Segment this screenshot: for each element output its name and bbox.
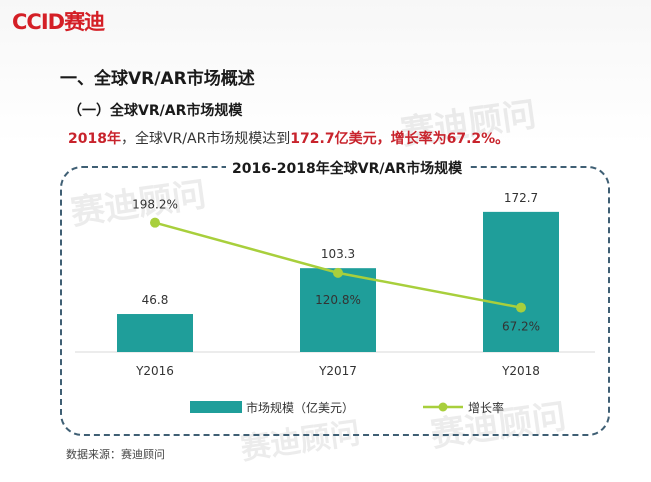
legend-bar-swatch bbox=[190, 401, 242, 413]
summary-year: 2018年 bbox=[68, 131, 121, 147]
page-heading: 一、全球VR/AR市场概述 bbox=[60, 69, 255, 89]
bar-value-label: 172.7 bbox=[504, 191, 538, 205]
bar-y2016 bbox=[117, 314, 193, 352]
summary-middle: ，全球VR/AR市场规模达到 bbox=[120, 131, 291, 147]
x-tick-label: Y2018 bbox=[501, 364, 540, 378]
legend-bar-label: 市场规模（亿美元） bbox=[246, 400, 354, 415]
summary-value: 172.7亿美元 bbox=[290, 131, 377, 147]
summary-growth: 增长率为67.2%。 bbox=[390, 131, 510, 147]
data-source: 数据来源：赛迪顾问 bbox=[66, 448, 165, 461]
growth-rate-label: 67.2% bbox=[502, 320, 540, 334]
growth-rate-point bbox=[150, 217, 160, 228]
summary-line: 2018年，全球VR/AR市场规模达到172.7亿美元，增长率为67.2%。 bbox=[68, 128, 509, 148]
chart-title: 2016-2018年全球VR/AR市场规模 bbox=[226, 158, 469, 178]
x-tick-label: Y2017 bbox=[318, 364, 357, 378]
legend-line-label: 增长率 bbox=[468, 400, 504, 415]
x-tick-label: Y2016 bbox=[135, 364, 174, 378]
bar-y2017 bbox=[300, 268, 376, 352]
growth-rate-point bbox=[516, 302, 526, 313]
bar-y2018 bbox=[483, 211, 559, 352]
bar-value-label: 103.3 bbox=[321, 247, 355, 261]
bar-value-label: 46.8 bbox=[142, 293, 169, 307]
growth-rate-label: 198.2% bbox=[132, 198, 178, 212]
ccid-logo: CCID赛迪 bbox=[12, 10, 105, 34]
growth-rate-label: 120.8% bbox=[315, 293, 361, 307]
section-subheading: （一）全球VR/AR市场规模 bbox=[68, 103, 243, 119]
growth-rate-point bbox=[333, 267, 343, 278]
summary-comma: ， bbox=[376, 131, 391, 147]
legend-line-marker bbox=[438, 402, 448, 412]
